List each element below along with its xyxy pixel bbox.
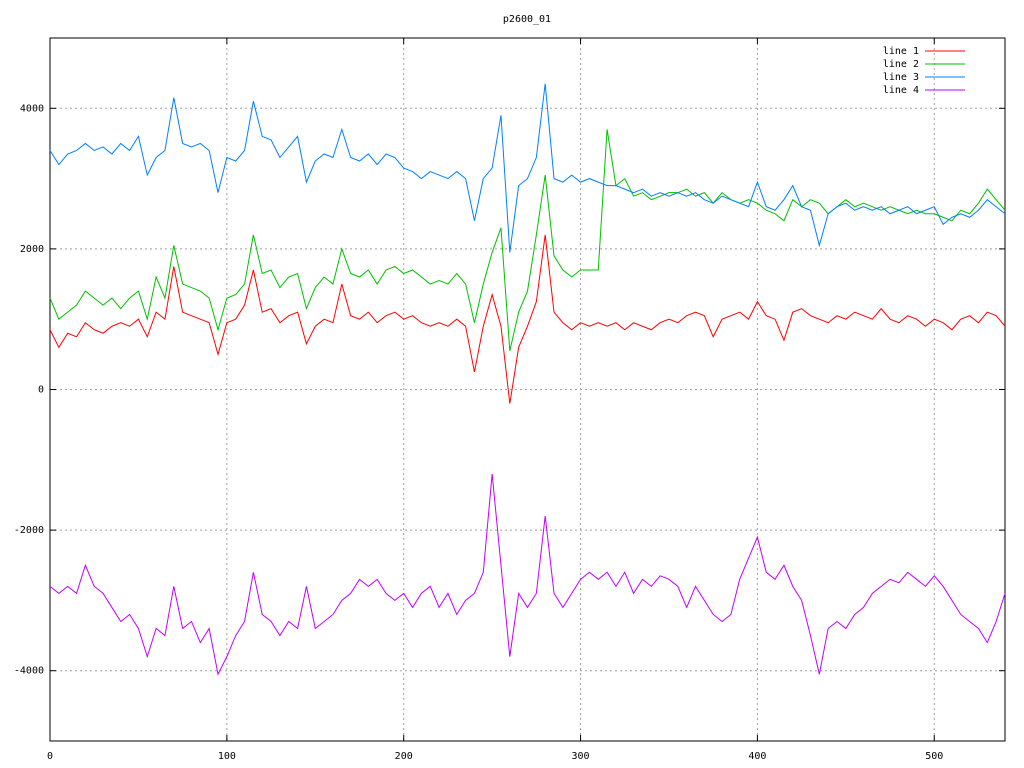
y-tick-label: 4000 xyxy=(20,103,44,114)
x-tick-label: 400 xyxy=(748,751,766,762)
y-tick-label: -2000 xyxy=(14,525,44,536)
x-tick-label: 300 xyxy=(572,751,590,762)
x-tick-label: 0 xyxy=(47,751,53,762)
legend-label: line 1 xyxy=(883,46,919,57)
legend-label: line 2 xyxy=(883,59,919,70)
x-tick-label: 200 xyxy=(395,751,413,762)
chart-title: p2600_01 xyxy=(503,14,551,25)
x-tick-label: 100 xyxy=(218,751,236,762)
data-line xyxy=(49,234,1006,404)
y-tick-label: 2000 xyxy=(20,244,44,255)
x-tick-label: 500 xyxy=(925,751,943,762)
plot-frame xyxy=(49,37,1006,742)
data-line xyxy=(49,129,1006,351)
data-line xyxy=(49,473,1006,676)
y-tick-label: 0 xyxy=(38,385,44,396)
data-line xyxy=(49,83,1006,253)
legend-label: line 3 xyxy=(883,72,919,83)
legend-label: line 4 xyxy=(883,85,919,96)
y-tick-label: -4000 xyxy=(14,666,44,677)
